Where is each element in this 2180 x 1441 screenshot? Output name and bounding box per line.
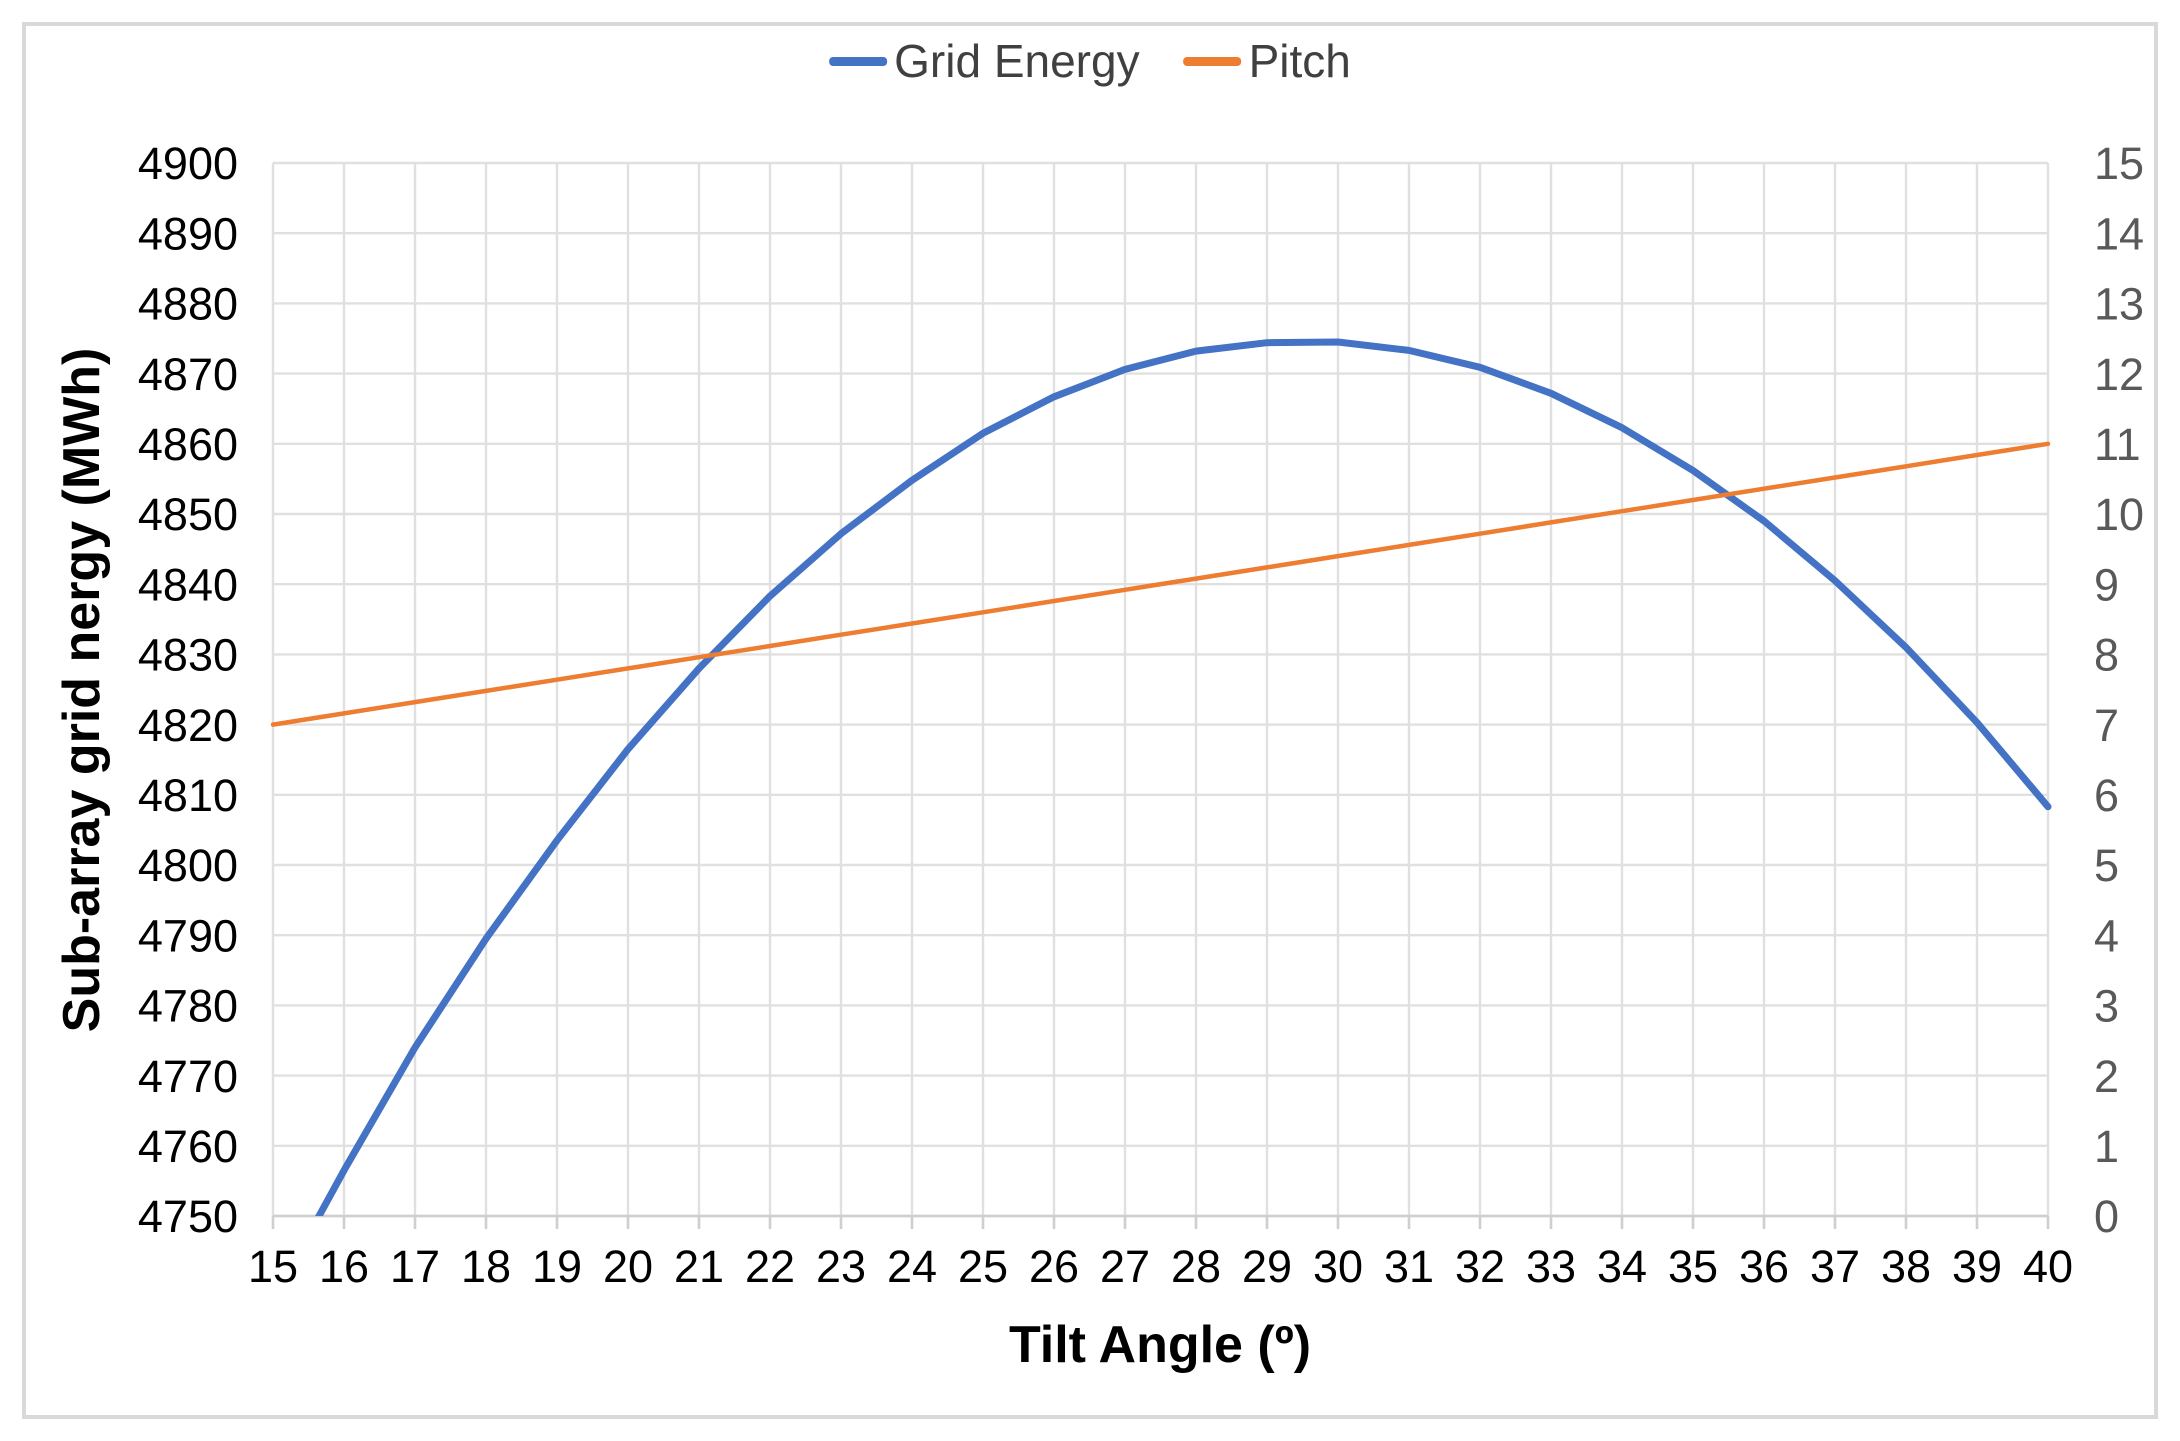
left-axis-tick-label: 4890 [138, 208, 238, 259]
x-axis-tick-label: 28 [1171, 1241, 1221, 1292]
left-axis-tick-label: 4760 [138, 1121, 238, 1172]
x-axis-tick-label: 32 [1455, 1241, 1505, 1292]
right-axis-tick-label: 15 [2094, 138, 2144, 189]
right-axis-tick-label: 2 [2094, 1051, 2119, 1102]
x-axis-title: Tilt Angle (º) [1008, 1316, 1312, 1374]
right-axis-tick-label: 13 [2094, 279, 2144, 330]
x-axis-tick-label: 21 [674, 1241, 724, 1292]
right-axis-tick-label: 14 [2094, 208, 2144, 259]
legend-item-pitch: Pitch [1183, 35, 1351, 87]
left-axis-tick-label: 4810 [138, 770, 238, 821]
x-axis-tick-label: 24 [887, 1241, 937, 1292]
right-axis-tick-label: 11 [2094, 419, 2141, 470]
x-axis-tick-label: 37 [1810, 1241, 1860, 1292]
x-axis-tick-label: 30 [1313, 1241, 1363, 1292]
x-axis-tick-label: 16 [319, 1241, 369, 1292]
x-axis-tick-label: 19 [532, 1241, 582, 1292]
x-axis-tick-label: 31 [1384, 1241, 1434, 1292]
right-axis-tick-label: 0 [2094, 1191, 2119, 1242]
x-axis-tick-label: 20 [603, 1241, 653, 1292]
left-axis-tick-label: 4870 [138, 349, 238, 400]
x-axis-line-and-ticks [271, 1214, 2050, 1229]
x-axis-tick-label: 17 [390, 1241, 440, 1292]
grid-energy-line-swatch-icon [829, 56, 888, 66]
right-axis-tick-label: 7 [2094, 700, 2119, 751]
right-axis-tick-label: 6 [2094, 770, 2119, 821]
legend-label-grid-energy: Grid Energy [894, 35, 1140, 87]
pitch-line [270, 441, 2051, 727]
y-axis-title: Sub-array grid nergy (MWh) [53, 347, 111, 1033]
x-axis-tick-label: 38 [1881, 1241, 1931, 1292]
left-axis-tick-label: 4770 [138, 1051, 238, 1102]
x-axis-tick-label: 26 [1029, 1241, 1079, 1292]
left-axis-tick-label: 4840 [138, 559, 238, 610]
left-axis-tick-label: 4800 [138, 840, 238, 891]
x-axis-tick-label: 27 [1100, 1241, 1150, 1292]
figure-border [22, 22, 2158, 1419]
right-axis-tick-label: 1 [2094, 1121, 2119, 1172]
right-axis-tick-label: 3 [2094, 981, 2119, 1032]
legend-label-pitch: Pitch [1248, 35, 1351, 87]
right-axis-tick-label: 12 [2094, 349, 2144, 400]
x-axis-tick-label: 25 [958, 1241, 1008, 1292]
left-axis-tick-label: 4820 [138, 700, 238, 751]
right-axis-tick-label: 10 [2094, 489, 2144, 540]
x-axis-tick-label: 33 [1526, 1241, 1576, 1292]
x-axis-tick-label: 29 [1242, 1241, 1292, 1292]
left-axis-tick-labels: 4750 4760 4770 4780 4790 4800 4810 4820 4830 4840… [138, 138, 238, 1242]
x-axis-tick-label: 15 [248, 1241, 298, 1292]
legend-item-grid-energy: Grid Energy [829, 35, 1140, 87]
x-axis-tick-label: 22 [745, 1241, 795, 1292]
left-axis-tick-label: 4860 [138, 419, 238, 470]
x-axis-tick-label: 36 [1739, 1241, 1789, 1292]
x-axis-tick-label: 39 [1952, 1241, 2002, 1292]
right-axis-tick-label: 5 [2094, 840, 2119, 891]
left-axis-tick-label: 4790 [138, 910, 238, 961]
left-axis-tick-label: 4780 [138, 981, 238, 1032]
x-axis-tick-label: 35 [1668, 1241, 1718, 1292]
left-axis-tick-label: 4850 [138, 489, 238, 540]
x-axis-tick-label: 34 [1597, 1241, 1647, 1292]
left-axis-tick-label: 4750 [138, 1191, 238, 1242]
x-axis-tick-label: 18 [461, 1241, 511, 1292]
left-axis-tick-label: 4900 [138, 138, 238, 189]
x-axis-tick-label: 23 [816, 1241, 866, 1292]
grid-energy-line [315, 338, 2052, 1216]
pitch-line-swatch-icon [1183, 56, 1242, 66]
right-axis-tick-label: 9 [2094, 559, 2119, 610]
gridlines [271, 161, 2050, 1218]
right-axis-tick-label: 4 [2094, 910, 2119, 961]
legend: Grid Energy Pitch [829, 38, 1351, 84]
left-axis-tick-label: 4880 [138, 279, 238, 330]
x-axis-tick-labels: 15 16 17 18 19 20 21 22 23 24 25 26 27 28 29 30 31 32 33 34… [248, 1241, 2073, 1292]
left-axis-tick-label: 4830 [138, 630, 238, 681]
right-axis-tick-label: 8 [2094, 630, 2119, 681]
x-axis-tick-label: 40 [2023, 1241, 2073, 1292]
